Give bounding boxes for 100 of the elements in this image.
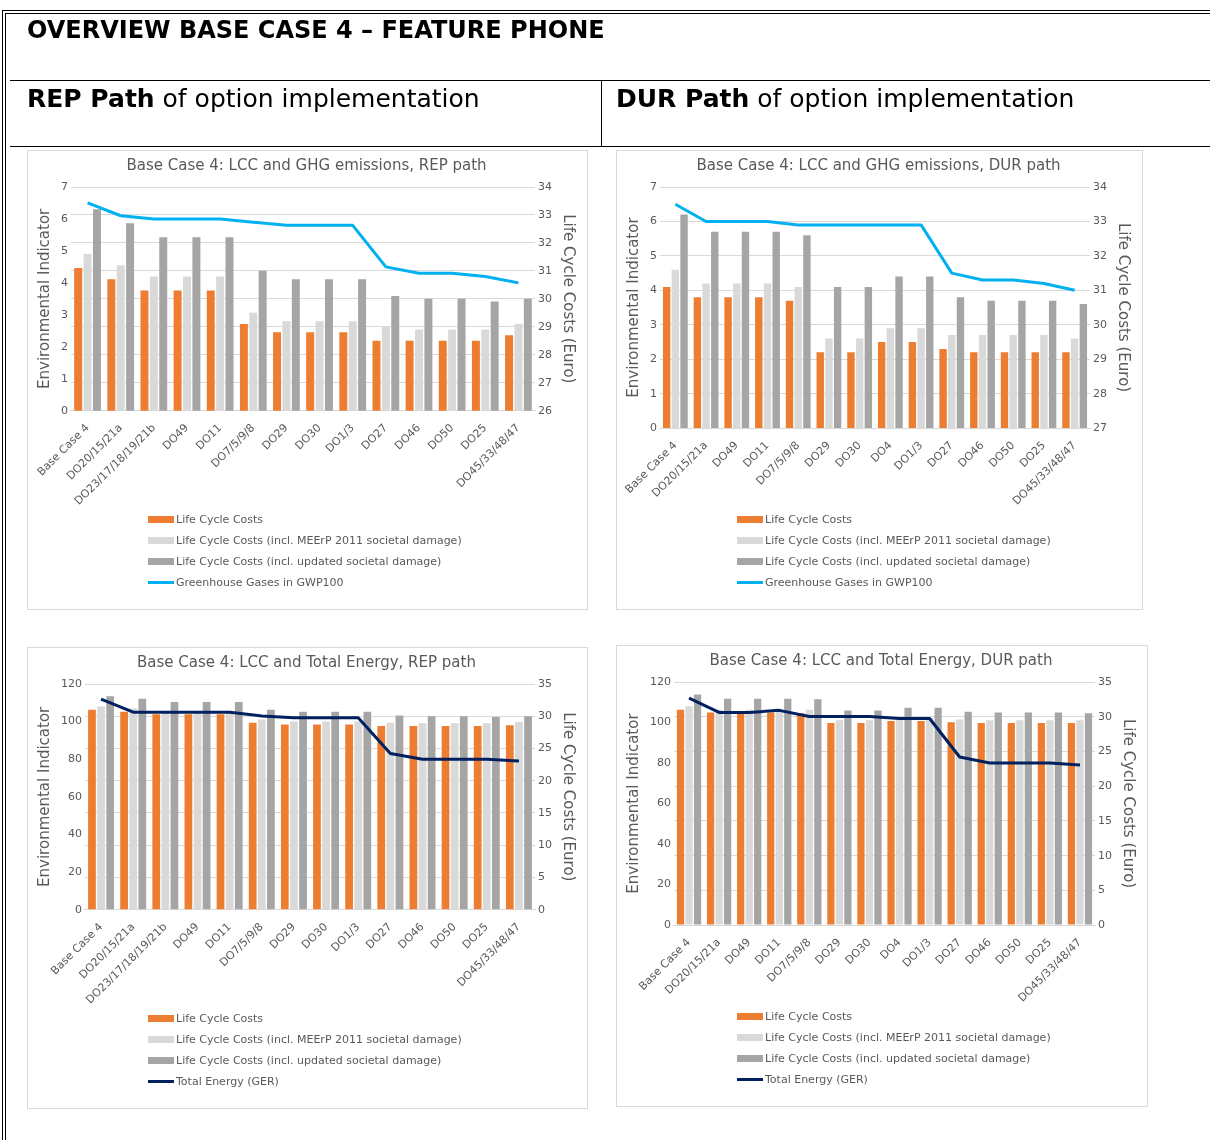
- y-tick-label: 3: [650, 317, 657, 331]
- legend-label: Life Cycle Costs: [176, 1011, 264, 1025]
- bar: [234, 702, 243, 910]
- y-tick-label: 5: [61, 243, 68, 257]
- y2-tick-label: 34: [538, 179, 552, 193]
- bar: [331, 711, 340, 910]
- y2-tick-label: 34: [1093, 179, 1107, 193]
- legend-label: Life Cycle Costs (incl. MEErP 2011 societal damage): [765, 1030, 1051, 1044]
- bar: [106, 696, 115, 910]
- y2-axis-title: Life Cycle Costs (Euro): [560, 214, 579, 384]
- legend-label: Total Energy (GER): [176, 1074, 279, 1088]
- bar: [88, 709, 96, 910]
- y-tick-label: 0: [61, 403, 68, 417]
- chart-title: Base Case 4: LCC and GHG emissions, REP path: [126, 155, 487, 174]
- bar: [767, 712, 775, 925]
- y2-tick-label: 0: [1098, 917, 1105, 931]
- y2-tick-label: 0: [538, 902, 545, 916]
- y-tick-label: 120: [650, 674, 671, 688]
- bar: [492, 716, 500, 910]
- y2-tick-label: 5: [1098, 883, 1105, 897]
- bar: [345, 724, 353, 910]
- bar: [473, 725, 482, 910]
- y2-tick-label: 30: [538, 291, 552, 305]
- y-axis-title: Environmental Indicator: [34, 705, 53, 887]
- y-tick-label: 0: [75, 902, 82, 916]
- legend-label: Greenhouse Gases in GWP100: [176, 575, 344, 589]
- bar: [784, 698, 792, 925]
- bar: [706, 712, 715, 925]
- bar: [964, 711, 972, 925]
- legend-label: Life Cycle Costs (incl. updated societal damage): [765, 1051, 1031, 1065]
- y2-tick-label: 29: [1093, 352, 1107, 366]
- bar: [887, 720, 895, 925]
- y-tick-label: 20: [68, 864, 82, 878]
- bar: [505, 725, 514, 910]
- bar: [524, 716, 532, 910]
- chart-subtitle: DUR Path of option implementation: [616, 84, 1075, 113]
- bar: [737, 712, 745, 925]
- y2-tick-label: 31: [538, 263, 552, 277]
- y-tick-label: 4: [650, 283, 657, 297]
- y2-tick-label: 31: [1093, 283, 1107, 297]
- y2-tick-label: 25: [538, 741, 552, 755]
- bar: [917, 720, 925, 925]
- bar: [724, 698, 732, 925]
- bar: [1067, 722, 1076, 925]
- bar: [934, 707, 942, 925]
- bar: [1084, 713, 1093, 925]
- bar: [874, 710, 882, 925]
- bar: [216, 714, 225, 910]
- y-tick-label: 6: [61, 211, 68, 225]
- chart-subtitle: REP Path of option implementation: [27, 84, 480, 113]
- bar: [377, 725, 386, 910]
- bar: [267, 709, 275, 910]
- y-tick-label: 40: [657, 836, 671, 850]
- y-axis-title: Environmental Indicator: [34, 207, 53, 389]
- bar: [1024, 712, 1032, 925]
- y-tick-label: 120: [61, 676, 82, 690]
- y-tick-label: 60: [68, 789, 82, 803]
- y-tick-label: 1: [650, 386, 657, 400]
- y-tick-label: 7: [61, 179, 68, 193]
- y2-tick-label: 28: [1093, 386, 1107, 400]
- bar: [248, 722, 257, 910]
- y-tick-label: 5: [650, 248, 657, 262]
- y2-tick-label: 20: [1098, 779, 1112, 793]
- bar: [299, 711, 307, 910]
- y-tick-label: 20: [657, 877, 671, 891]
- bar: [827, 722, 835, 925]
- y-tick-label: 1: [61, 371, 68, 385]
- bar: [754, 698, 762, 925]
- bar: [857, 722, 865, 925]
- text: OVERVIEW BASE CASE 4 – FEATURE PHONE: [27, 16, 605, 44]
- y-tick-label: 6: [650, 214, 657, 228]
- y-tick-label: 3: [61, 307, 68, 321]
- legend-label: Life Cycle Costs (incl. MEErP 2011 societal damage): [176, 1032, 462, 1046]
- y2-tick-label: 30: [1098, 709, 1112, 723]
- legend-label: Greenhouse Gases in GWP100: [765, 575, 933, 589]
- y-tick-label: 40: [68, 827, 82, 841]
- y-tick-label: 2: [61, 339, 68, 353]
- legend-label: Life Cycle Costs: [765, 512, 853, 526]
- y-tick-label: 100: [650, 715, 671, 729]
- bar: [947, 722, 955, 925]
- y2-tick-label: 33: [538, 207, 552, 221]
- legend-label: Life Cycle Costs: [176, 512, 264, 526]
- bar: [459, 716, 468, 910]
- bar: [676, 709, 685, 925]
- y2-tick-label: 10: [538, 838, 552, 852]
- y2-tick-label: 26: [538, 403, 552, 417]
- y2-tick-label: 29: [538, 319, 552, 333]
- y2-axis-title: Life Cycle Costs (Euro): [1120, 718, 1139, 889]
- y2-tick-label: 35: [538, 676, 552, 690]
- legend-label: Life Cycle Costs (incl. updated societal damage): [176, 1053, 442, 1067]
- bar: [904, 707, 912, 925]
- y2-axis-title: Life Cycle Costs (Euro): [560, 712, 579, 882]
- legend-label: Life Cycle Costs (incl. updated societal damage): [765, 554, 1031, 568]
- bar: [152, 714, 161, 910]
- y2-tick-label: 30: [1093, 317, 1107, 331]
- bar: [977, 722, 985, 925]
- y2-tick-label: 5: [538, 870, 545, 884]
- y2-tick-label: 33: [1093, 214, 1107, 228]
- y-tick-label: 2: [650, 352, 657, 366]
- bar: [363, 711, 372, 910]
